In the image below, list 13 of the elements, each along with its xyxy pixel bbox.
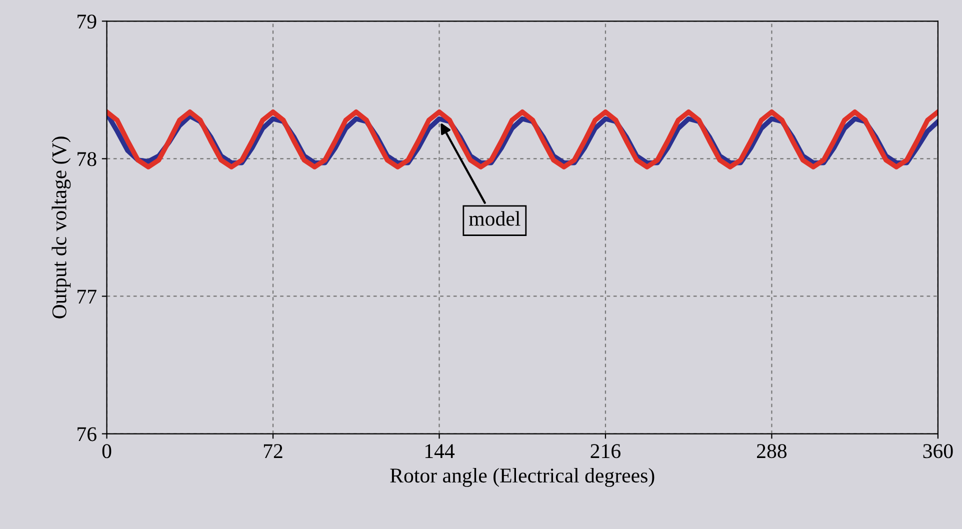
x-tick-label: 216 bbox=[590, 444, 620, 458]
y-tick-label: 76 bbox=[78, 427, 96, 442]
x-tick-label: 72 bbox=[264, 444, 282, 458]
y-tick-label: 78 bbox=[78, 152, 96, 166]
x-tick-label: 0 bbox=[102, 444, 112, 458]
x-tick-label: 360 bbox=[923, 444, 953, 458]
annotation: model bbox=[469, 211, 520, 226]
y-axis-title: Output dc voltage (V) bbox=[52, 136, 71, 318]
y-tick-label: 77 bbox=[78, 290, 96, 304]
x-axis-title: Rotor angle (Electrical degrees) bbox=[390, 468, 654, 487]
x-tick-label: 144 bbox=[425, 444, 455, 458]
x-tick-label: 288 bbox=[757, 444, 787, 458]
y-tick-label: 79 bbox=[78, 14, 96, 29]
